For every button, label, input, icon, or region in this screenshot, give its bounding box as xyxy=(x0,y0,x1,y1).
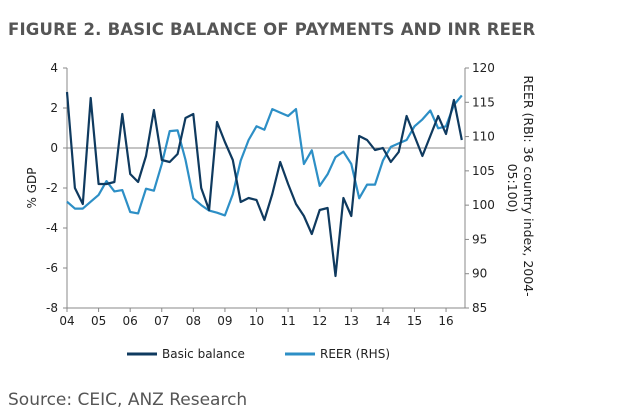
y-tick-label: 0 xyxy=(50,141,58,155)
x-tick-label: 11 xyxy=(280,314,295,328)
x-tick-label: 08 xyxy=(186,314,201,328)
x-tick-label: 07 xyxy=(154,314,169,328)
x-tick-label: 14 xyxy=(375,314,390,328)
x-tick-label: 05 xyxy=(91,314,106,328)
x-tick-label: 13 xyxy=(344,314,359,328)
series-layer xyxy=(65,91,463,278)
y2-axis-label-line-2: 05:100) xyxy=(505,164,520,213)
x-tick-label: 09 xyxy=(217,314,232,328)
x-tick-label: 15 xyxy=(407,314,422,328)
legend: Basic balance REER (RHS) xyxy=(127,347,390,361)
y-tick-label: 4 xyxy=(50,61,58,75)
legend-label-0: Basic balance xyxy=(162,347,245,361)
legend-label-1: REER (RHS) xyxy=(320,347,390,361)
y2-tick-label: 105 xyxy=(472,164,495,178)
x-tick-label: 06 xyxy=(123,314,138,328)
y-tick-label: -4 xyxy=(46,221,58,235)
chart-title: FIGURE 2. BASIC BALANCE OF PAYMENTS AND … xyxy=(8,20,536,39)
series-line-0 xyxy=(65,91,463,278)
y-tick-label: -6 xyxy=(46,261,58,275)
y2-tick-label: 115 xyxy=(472,95,495,109)
y2-axis-label-line-1: REER (RBI: 36 country index, 2004- xyxy=(521,75,536,296)
x-tick-label: 16 xyxy=(438,314,453,328)
tick-labels: 4 2 0 -2 -4 -6 -8 120 115 110 105 100 95 90 85 04 05 06 07… xyxy=(46,61,495,328)
y-axis-label: % GDP xyxy=(25,168,39,209)
y-tick-label: 2 xyxy=(50,101,58,115)
y2-tick-label: 110 xyxy=(472,130,495,144)
series-line-1 xyxy=(66,94,463,217)
y2-axis-label: REER (RBI: 36 country index, 2004- 05:10… xyxy=(505,75,536,300)
y-tick-label: -2 xyxy=(46,181,58,195)
y2-tick-label: 120 xyxy=(472,61,495,75)
y2-tick-label: 90 xyxy=(472,267,487,281)
y2-tick-label: 100 xyxy=(472,198,495,212)
x-tick-label: 04 xyxy=(59,314,74,328)
y-tick-label: -8 xyxy=(46,301,58,315)
y2-tick-label: 95 xyxy=(472,232,487,246)
source-note: Source: CEIC, ANZ Research xyxy=(8,390,248,410)
axes xyxy=(63,67,469,312)
x-tick-label: 10 xyxy=(249,314,264,328)
x-tick-label: 12 xyxy=(312,314,327,328)
y2-tick-label: 85 xyxy=(472,301,487,315)
